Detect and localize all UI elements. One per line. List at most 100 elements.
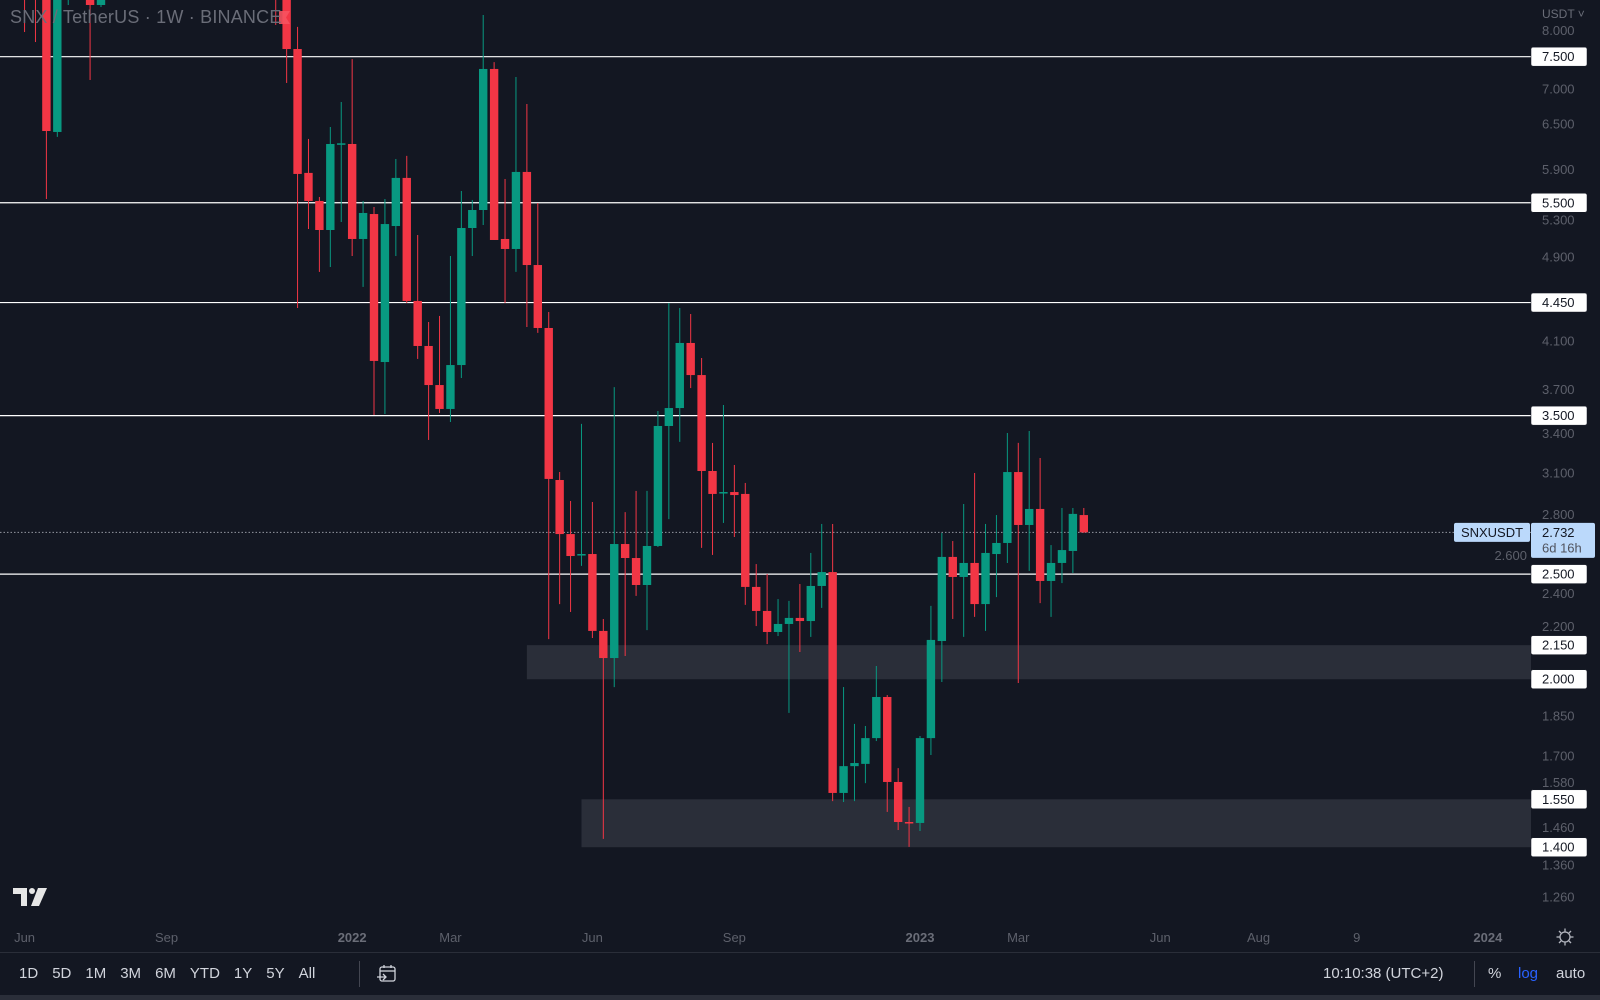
price-tick-label: 1.700: [1542, 748, 1575, 763]
range-5y-button[interactable]: 5Y: [266, 965, 285, 982]
flag-icon[interactable]: [279, 11, 290, 24]
candle-down: [402, 155, 411, 303]
candle-up: [926, 605, 936, 755]
settings-gear-icon[interactable]: [1556, 928, 1574, 946]
price-label-text: 3.500: [1542, 408, 1575, 423]
candle-down: [85, 0, 95, 80]
candle-down: [566, 500, 575, 612]
range-ytd-button[interactable]: YTD: [189, 965, 220, 982]
range-all-button[interactable]: All: [298, 965, 316, 982]
candle-body: [653, 425, 663, 546]
price-tick-label: 3.400: [1542, 426, 1575, 441]
candle-down: [282, 0, 291, 83]
candle-down: [970, 472, 979, 617]
price-tick-label: 1.360: [1542, 857, 1575, 872]
candle-body: [883, 696, 892, 782]
candle-body: [53, 0, 62, 132]
percent-scale-toggle[interactable]: %: [1488, 965, 1502, 982]
price-axis[interactable]: 8.000 7.000 6.500 5.900 5.300 4.900 4.100 3.700…: [1494, 23, 1574, 905]
price-label-box: [1530, 405, 1588, 426]
candle-body: [424, 345, 433, 386]
auto-scale-toggle[interactable]: auto: [1556, 965, 1586, 982]
candle-down: [424, 321, 433, 440]
candle-down: [1014, 442, 1023, 684]
time-axis[interactable]: Jun Sep 2022 Mar Jun Sep 2023 Mar Jun Aug 9 2024: [14, 930, 1503, 945]
candle-up: [839, 687, 848, 803]
price-tick-label: 4.100: [1542, 334, 1575, 349]
level-price-label: 4.450: [1530, 292, 1588, 313]
candle-up: [773, 599, 783, 637]
candle-up: [457, 191, 466, 379]
candle-body: [1068, 513, 1078, 551]
candle-up: [446, 256, 455, 423]
range-1m-button[interactable]: 1M: [85, 965, 107, 982]
candle-up: [610, 387, 619, 688]
price-tick-label: 2.800: [1542, 507, 1575, 522]
candle-up: [391, 158, 401, 257]
candle-body: [588, 554, 597, 631]
support-zone[interactable]: [581, 799, 1531, 848]
currency-selector[interactable]: USDT ˅: [1542, 7, 1585, 21]
candle-body: [861, 738, 870, 764]
candle-body: [872, 696, 881, 739]
price-label-text: 2.150: [1542, 638, 1575, 653]
bottom-panel-edge: [0, 995, 1600, 1000]
symbol-label-box: [1454, 522, 1530, 542]
candle-body: [915, 738, 925, 823]
candle-up: [1068, 507, 1078, 573]
candle-body: [1003, 472, 1012, 543]
candle-body: [981, 552, 990, 605]
price-tick-label: 3.700: [1542, 382, 1575, 397]
candle-body: [544, 327, 553, 479]
candle-body: [533, 265, 542, 328]
candle-down: [708, 442, 717, 555]
candle-up: [96, 0, 106, 7]
price-label-box: [1530, 837, 1588, 857]
price-tick-label: 5.300: [1542, 213, 1575, 228]
candle-body: [773, 623, 783, 632]
tradingview-logo-icon[interactable]: [13, 888, 47, 906]
candle-down: [293, 26, 302, 308]
price-chart[interactable]: 8.000 7.000 6.500 5.900 5.300 4.900 4.100 3.700…: [0, 0, 1600, 952]
price-tick-label: 3.100: [1542, 465, 1575, 480]
candle-down: [24, 0, 26, 33]
candle-up: [468, 199, 477, 257]
candle-body: [337, 143, 346, 145]
candle-up: [642, 490, 652, 631]
range-3m-button[interactable]: 3M: [120, 965, 142, 982]
range-1y-button[interactable]: 1Y: [233, 965, 253, 982]
range-5d-button[interactable]: 5D: [52, 965, 72, 982]
go-to-date-calendar-icon[interactable]: [376, 963, 398, 985]
candle-up: [981, 523, 990, 631]
candle-up: [326, 127, 335, 267]
time-tick-label: Mar: [439, 930, 462, 945]
candle-body: [992, 542, 1001, 555]
clock-timezone[interactable]: 10:10:38 (UTC+2): [1323, 965, 1444, 982]
log-scale-toggle[interactable]: log: [1518, 965, 1539, 982]
candle-up: [959, 504, 968, 637]
candle-body: [752, 586, 761, 611]
last-price-value: 2.732: [1542, 525, 1575, 540]
candle-down: [315, 196, 324, 272]
time-tick-label: Sep: [723, 930, 746, 945]
candle-body: [762, 610, 772, 632]
candle-body: [795, 617, 805, 622]
candles: [24, 0, 1088, 847]
candle-body: [599, 630, 608, 659]
candle-body: [1079, 515, 1088, 533]
candle-body: [380, 224, 390, 363]
bottom-toolbar: 1D 5D 1M 3M 6M YTD 1Y 5Y All 10:10:38 (U…: [0, 952, 1600, 996]
candle-body: [675, 342, 684, 409]
range-6m-button[interactable]: 6M: [155, 965, 176, 982]
range-1d-button[interactable]: 1D: [19, 965, 39, 982]
candle-body: [435, 385, 444, 409]
candle-down: [1035, 458, 1045, 604]
horizontal-levels[interactable]: [0, 56, 1531, 575]
candle-body: [500, 238, 510, 249]
price-label-box: [1530, 564, 1588, 584]
candle-body: [369, 214, 379, 361]
candle-body: [522, 171, 532, 266]
support-zone[interactable]: [526, 645, 1531, 680]
candle-body: [1057, 550, 1067, 563]
